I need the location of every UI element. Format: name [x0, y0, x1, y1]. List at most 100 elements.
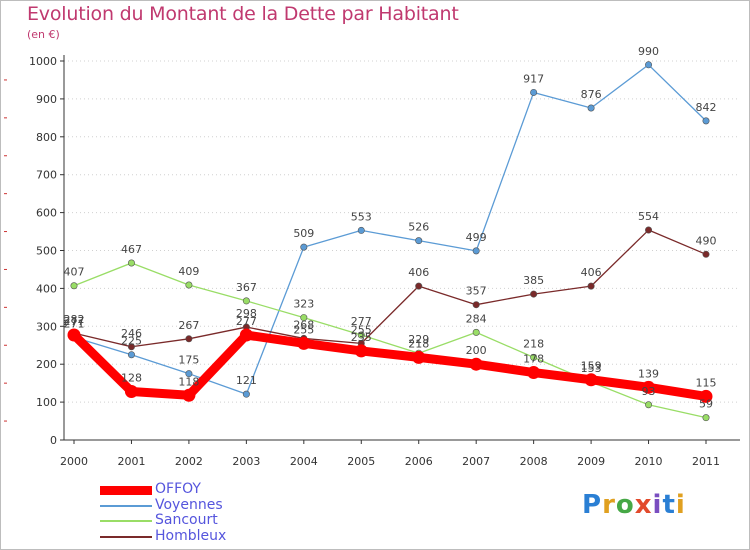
y-tick-label: 1000 [29, 55, 57, 68]
data-point-voyennes [530, 88, 538, 96]
data-point-sancourt [127, 259, 135, 267]
data-label-voyennes: 876 [581, 88, 602, 101]
y-tick-label: 400 [36, 282, 57, 295]
data-label-voyennes: 225 [121, 335, 142, 348]
data-point-sancourt [357, 331, 365, 339]
data-label-voyennes: 842 [696, 101, 717, 114]
x-tick-label: 2008 [520, 455, 548, 468]
data-point-offoy [527, 366, 541, 380]
data-point-hombleux [530, 290, 538, 298]
data-label-sancourt: 284 [466, 312, 487, 325]
data-label-offoy: 218 [408, 337, 429, 350]
data-label-offoy: 178 [523, 353, 544, 366]
data-label-voyennes: 121 [236, 374, 257, 387]
data-point-offoy [239, 328, 253, 342]
data-label-hombleux: 268 [293, 318, 314, 331]
data-point-sancourt [645, 401, 653, 409]
x-tick-label: 2011 [692, 455, 720, 468]
data-point-voyennes [702, 117, 710, 125]
data-point-sancourt [242, 297, 250, 305]
data-label-offoy: 139 [638, 367, 659, 380]
data-label-voyennes: 271 [64, 317, 85, 330]
y-tick-label: 200 [36, 358, 57, 371]
data-point-voyennes [645, 61, 653, 69]
x-tick-label: 2002 [175, 455, 203, 468]
data-label-offoy: 277 [64, 315, 85, 328]
data-point-offoy [124, 384, 138, 398]
proxiti-logo: Proxiti [582, 490, 686, 520]
x-tick-label: 2005 [347, 455, 375, 468]
data-point-offoy [469, 357, 483, 371]
data-point-hombleux [645, 226, 653, 234]
x-tick-label: 2000 [60, 455, 88, 468]
legend-label: Hombleux [155, 527, 227, 544]
y-tick-label: 800 [36, 131, 57, 144]
data-label-hombleux: 282 [64, 313, 85, 326]
chart-title: Evolution du Montant de la Dette par Hab… [27, 3, 459, 25]
series-line-sancourt [73, 262, 707, 419]
data-point-hombleux [587, 282, 595, 290]
series-line-offoy [69, 330, 711, 401]
data-label-offoy: 159 [581, 360, 602, 373]
y-tick-label: 900 [36, 93, 57, 106]
data-point-hombleux [702, 250, 710, 258]
data-point-offoy [642, 380, 656, 394]
y-tick-label: 0 [50, 434, 57, 447]
data-point-sancourt [530, 353, 538, 361]
data-point-offoy [297, 336, 311, 350]
series-line-voyennes [73, 64, 707, 395]
data-label-sancourt: 367 [236, 281, 257, 294]
data-label-offoy: 118 [178, 375, 199, 388]
series-line-hombleux [73, 229, 707, 348]
data-label-hombleux: 406 [408, 266, 429, 279]
data-label-hombleux: 490 [696, 234, 717, 247]
data-point-voyennes [357, 226, 365, 234]
data-point-offoy [354, 344, 368, 358]
data-point-sancourt [70, 282, 78, 290]
x-tick-label: 2003 [232, 455, 260, 468]
y-tick-label: 300 [36, 320, 57, 333]
legend-swatch [100, 486, 152, 495]
data-label-voyennes: 553 [351, 210, 372, 223]
data-label-hombleux: 357 [466, 285, 487, 298]
data-point-voyennes [415, 237, 423, 245]
data-point-offoy [67, 328, 81, 342]
y-tick-label: 700 [36, 169, 57, 182]
data-label-hombleux: 385 [523, 274, 544, 287]
data-point-hombleux [127, 343, 135, 351]
data-point-voyennes [587, 104, 595, 112]
data-label-hombleux: 255 [351, 323, 372, 336]
y-tick-label: 100 [36, 396, 57, 409]
chart-subtitle: (en €) [27, 28, 60, 41]
data-label-offoy: 277 [236, 315, 257, 328]
x-tick-label: 2001 [117, 455, 145, 468]
data-label-voyennes: 526 [408, 221, 429, 234]
data-label-voyennes: 175 [178, 354, 199, 367]
data-label-sancourt: 323 [293, 298, 314, 311]
data-point-hombleux [472, 301, 480, 309]
data-label-sancourt: 153 [581, 362, 602, 375]
data-point-offoy [584, 373, 598, 387]
data-point-voyennes [242, 390, 250, 398]
data-label-sancourt: 218 [523, 337, 544, 350]
legend-label: OFFOY [155, 481, 201, 497]
data-label-voyennes: 499 [466, 231, 487, 244]
data-point-voyennes [472, 247, 480, 255]
data-label-offoy: 200 [466, 344, 487, 357]
data-label-sancourt: 467 [121, 243, 142, 256]
data-label-hombleux: 554 [638, 210, 659, 223]
data-point-offoy [412, 350, 426, 364]
data-label-voyennes: 990 [638, 45, 659, 58]
data-point-offoy [699, 389, 713, 403]
data-label-hombleux: 406 [581, 266, 602, 279]
data-label-sancourt: 409 [178, 265, 199, 278]
data-point-hombleux [185, 335, 193, 343]
data-point-voyennes [300, 243, 308, 251]
legend-label: Voyennes [155, 496, 223, 513]
data-label-offoy: 115 [696, 376, 717, 389]
data-label-sancourt: 59 [699, 398, 713, 411]
data-point-voyennes [185, 370, 193, 378]
data-label-sancourt: 407 [64, 266, 85, 279]
data-point-sancourt [300, 314, 308, 322]
